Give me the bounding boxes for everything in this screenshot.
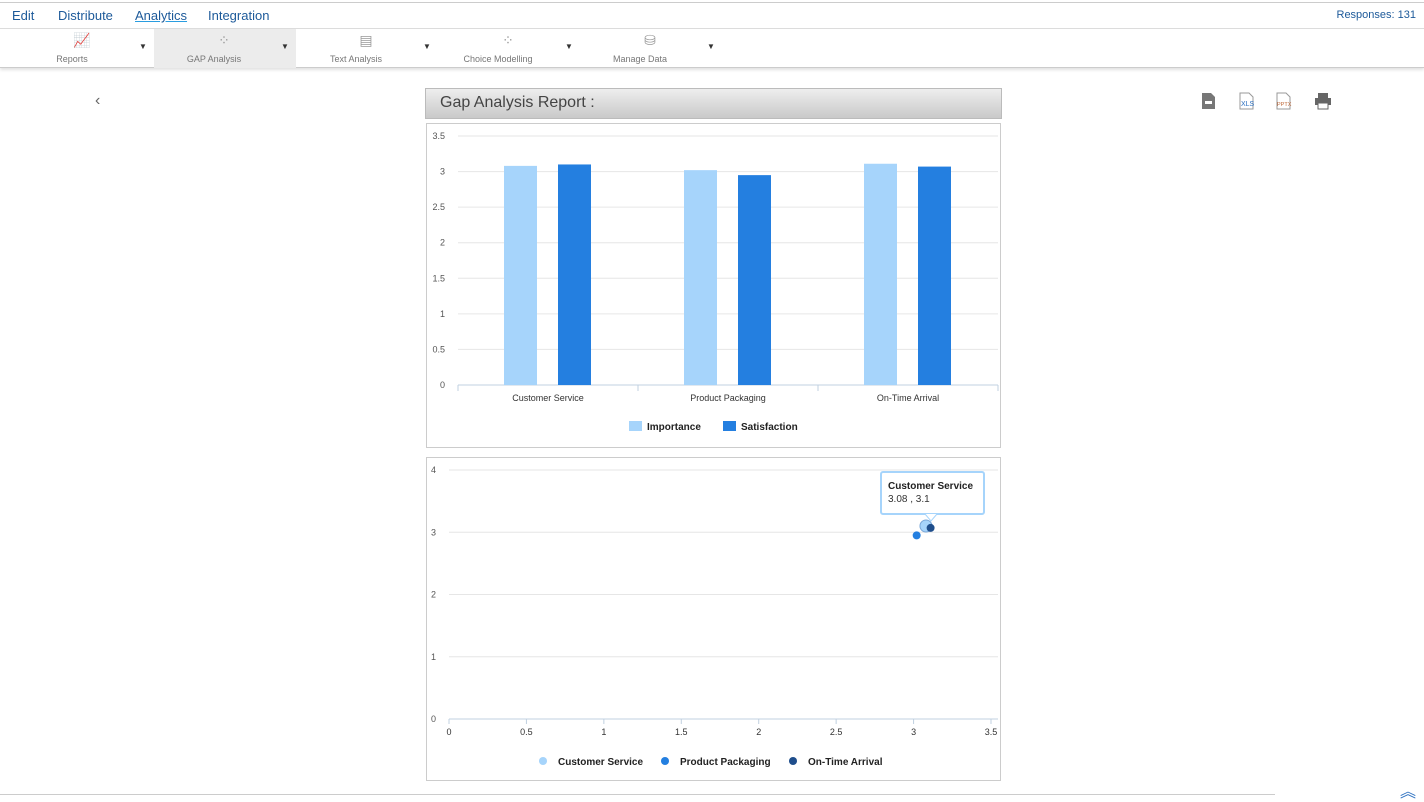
report-title: Gap Analysis Report :: [425, 88, 1002, 119]
tool-manage-data[interactable]: ⛁ Manage Data ▼: [580, 29, 722, 68]
y-tick-label: 2: [440, 238, 445, 248]
dropdown-caret-icon[interactable]: ▼: [423, 42, 431, 51]
y-tick-label: 1: [440, 309, 445, 319]
tool-reports[interactable]: 📈 Reports ▼: [12, 29, 154, 68]
dropdown-caret-icon[interactable]: ▼: [565, 42, 573, 51]
nav-distribute[interactable]: Distribute: [58, 8, 113, 23]
dropdown-caret-icon[interactable]: ▼: [707, 42, 715, 51]
pdf-export-icon[interactable]: [1201, 92, 1216, 112]
bar-satisfaction: [738, 175, 771, 385]
tool-label: GAP Analysis: [186, 54, 242, 64]
scroll-to-top-icon[interactable]: ︽: [1399, 784, 1416, 801]
scatter-chart-panel: 0 1 2 3 4 0 0.5 1 1.5 2 2.5 3 3.5 Customer Service Pro…: [426, 457, 1001, 781]
gap-bar-chart: 0 0.5 1 1.5 2 2.5 3 3.5 Customer Service Product …: [432, 131, 999, 433]
y-tick-label: 0.5: [432, 344, 445, 354]
legend-label: Product Packaging: [680, 757, 771, 768]
x-tick-label: 0.5: [520, 727, 533, 737]
nav-analytics[interactable]: Analytics: [135, 8, 188, 23]
pptx-label: PPTX: [1277, 102, 1292, 108]
bar-importance: [684, 170, 717, 385]
tool-label: Choice Modelling: [463, 54, 533, 64]
bar-satisfaction: [558, 164, 591, 385]
y-tick-label: 3.5: [432, 131, 445, 141]
y-tick-label: 2.5: [432, 202, 445, 212]
y-tick-label: 3: [440, 167, 445, 177]
point-on-time-arrival: [926, 523, 935, 532]
point-product-packaging: [912, 531, 921, 540]
legend-swatch: [629, 421, 642, 431]
legend-label: Importance: [647, 422, 701, 433]
x-tick-label: On-Time Arrival: [877, 393, 939, 403]
print-icon[interactable]: [1314, 92, 1332, 112]
y-tick-label: 2: [431, 590, 436, 600]
divider: [0, 794, 1275, 795]
legend-marker: [661, 757, 669, 765]
tooltip: [880, 471, 985, 515]
x-tick-label: 3.5: [985, 727, 998, 737]
xls-label: XLS: [1241, 101, 1255, 108]
x-tick-label: 2.5: [830, 727, 843, 737]
bar-chart-panel: 0 0.5 1 1.5 2 2.5 3 3.5 Customer Service Product …: [426, 123, 1001, 448]
scatter-chart-icon: ⁘: [502, 32, 514, 48]
x-tick-label: 2: [756, 727, 761, 737]
legend-swatch: [723, 421, 736, 431]
dropdown-caret-icon[interactable]: ▼: [139, 42, 147, 51]
tool-label: Manage Data: [612, 54, 668, 64]
y-tick-label: 4: [431, 465, 436, 475]
scatter-chart-icon: ⁘: [218, 32, 230, 48]
x-tick-label: Customer Service: [512, 393, 584, 403]
tooltip-title: Customer Service: [888, 481, 973, 492]
tool-gap-analysis[interactable]: ⁘ GAP Analysis ▼: [154, 29, 296, 68]
responses-count: Responses: 131: [1336, 9, 1417, 21]
analytics-toolbar: 📈 Reports ▼ ⁘ GAP Analysis ▼ ▤ Text Analysis ▼…: [0, 29, 1424, 68]
x-tick-label: Product Packaging: [690, 393, 766, 403]
back-chevron-icon[interactable]: ‹: [95, 92, 101, 109]
x-tick-label: 1.5: [675, 727, 688, 737]
legend-label: Customer Service: [558, 757, 643, 768]
y-tick-label: 3: [431, 527, 436, 537]
legend-label: Satisfaction: [741, 422, 798, 433]
nav-integration[interactable]: Integration: [208, 8, 270, 23]
line-chart-icon: 📈: [73, 32, 91, 48]
y-tick-label: 1: [431, 652, 436, 662]
pptx-export-icon[interactable]: PPTX: [1275, 92, 1293, 112]
xls-export-icon[interactable]: XLS: [1238, 92, 1256, 112]
legend-marker: [539, 757, 547, 765]
database-icon: ⛁: [644, 32, 656, 48]
x-tick-label: 0: [446, 727, 451, 737]
nav-edit[interactable]: Edit: [12, 8, 35, 23]
tooltip-value: 3.08 , 3.1: [888, 494, 930, 505]
x-tick-label: 3: [911, 727, 916, 737]
x-tick-label: 1: [601, 727, 606, 737]
dropdown-caret-icon[interactable]: ▼: [281, 42, 289, 51]
tool-text-analysis[interactable]: ▤ Text Analysis ▼: [296, 29, 438, 68]
legend-marker: [789, 757, 797, 765]
y-tick-label: 0: [431, 714, 436, 724]
bar-satisfaction: [918, 166, 951, 385]
y-tick-label: 1.5: [432, 273, 445, 283]
tool-choice-modelling[interactable]: ⁘ Choice Modelling ▼: [438, 29, 580, 68]
top-nav: Edit Distribute Analytics Integration Re…: [0, 2, 1424, 29]
bar-importance: [504, 165, 537, 385]
tooltip-pointer: [924, 513, 938, 522]
tool-label: Reports: [56, 54, 88, 64]
legend-label: On-Time Arrival: [808, 757, 883, 768]
y-tick-label: 0: [440, 380, 445, 390]
document-icon: ▤: [359, 32, 373, 48]
tool-label: Text Analysis: [329, 54, 383, 64]
bar-importance: [864, 163, 897, 385]
gap-scatter-chart: 0 1 2 3 4 0 0.5 1 1.5 2 2.5 3 3.5 Customer Service Pro…: [431, 465, 998, 768]
